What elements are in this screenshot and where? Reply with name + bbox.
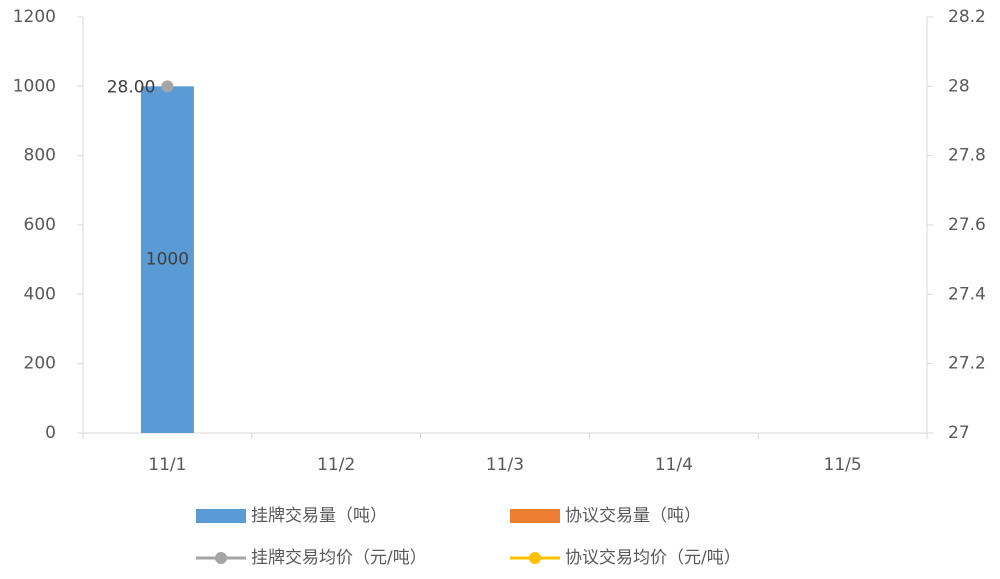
y2-tick-label: 27.2 bbox=[948, 354, 986, 374]
y2-tick-label: 28.2 bbox=[948, 7, 986, 27]
y-tick-label: 1200 bbox=[13, 7, 56, 27]
legend-label: 挂牌交易均价（元/吨） bbox=[251, 548, 427, 568]
legend-marker bbox=[215, 552, 227, 564]
legend-label: 协议交易均价（元/吨） bbox=[565, 548, 741, 568]
legend-swatch bbox=[196, 509, 246, 523]
y-tick-label: 200 bbox=[24, 354, 56, 374]
y2-tick-label: 27.6 bbox=[948, 215, 986, 235]
x-tick-label: 11/5 bbox=[824, 455, 862, 475]
legend-marker bbox=[529, 552, 541, 564]
y2-tick-label: 27 bbox=[948, 423, 970, 443]
legend-label: 挂牌交易量（吨） bbox=[251, 506, 387, 526]
data-label: 28.00 bbox=[107, 77, 156, 97]
x-tick-label: 11/2 bbox=[317, 455, 355, 475]
y-tick-label: 400 bbox=[24, 284, 56, 304]
y-tick-label: 1000 bbox=[13, 76, 56, 96]
x-tick-label: 11/4 bbox=[655, 455, 693, 475]
bar bbox=[140, 86, 194, 433]
x-tick-label: 11/3 bbox=[486, 455, 524, 475]
x-tick-label: 11/1 bbox=[148, 455, 186, 475]
y-tick-label: 800 bbox=[24, 146, 56, 166]
y2-tick-label: 27.8 bbox=[948, 146, 986, 166]
y2-tick-label: 27.4 bbox=[948, 284, 986, 304]
y2-tick-label: 28 bbox=[948, 76, 970, 96]
legend-swatch bbox=[510, 509, 560, 523]
marker bbox=[161, 80, 174, 93]
legend-label: 协议交易量（吨） bbox=[565, 506, 701, 526]
data-label: 1000 bbox=[146, 250, 189, 270]
y-tick-label: 600 bbox=[24, 215, 56, 235]
y-tick-label: 0 bbox=[45, 423, 56, 443]
